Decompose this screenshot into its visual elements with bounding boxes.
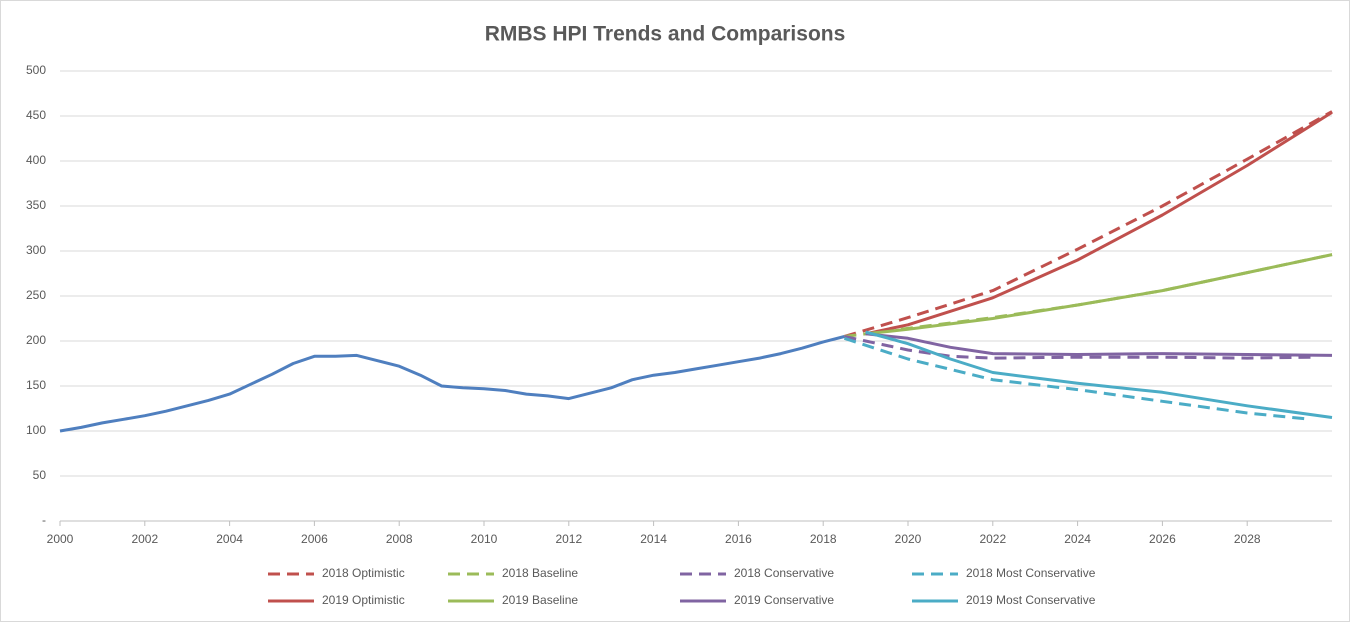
x-tick-label: 2022 <box>979 532 1006 546</box>
series-line <box>865 253 1333 336</box>
y-tick-label: 400 <box>26 153 46 167</box>
x-tick-label: 2010 <box>471 532 498 546</box>
x-tick-label: 2004 <box>216 532 243 546</box>
series-line <box>865 332 1333 357</box>
legend-label: 2018 Conservative <box>734 566 834 580</box>
y-tick-label: 50 <box>33 468 47 482</box>
chart-title: RMBS HPI Trends and Comparisons <box>485 23 846 46</box>
y-tick-label: 200 <box>26 333 46 347</box>
y-tick-label: - <box>42 513 46 527</box>
series-line <box>865 111 1333 336</box>
y-tick-label: 350 <box>26 198 46 212</box>
series-line <box>843 110 1333 338</box>
x-tick-label: 2012 <box>555 532 582 546</box>
legend-label: 2018 Optimistic <box>322 566 405 580</box>
legend-label: 2018 Baseline <box>502 566 578 580</box>
series-line <box>865 330 1333 419</box>
x-tick-label: 2024 <box>1064 532 1091 546</box>
x-tick-label: 2026 <box>1149 532 1176 546</box>
series-line <box>59 335 845 433</box>
y-tick-label: 250 <box>26 288 46 302</box>
x-tick-label: 2018 <box>810 532 837 546</box>
x-tick-label: 2016 <box>725 532 752 546</box>
y-tick-label: 300 <box>26 243 46 257</box>
x-tick-label: 2020 <box>895 532 922 546</box>
legend-label: 2019 Most Conservative <box>966 593 1096 607</box>
legend-label: 2019 Optimistic <box>322 593 405 607</box>
legend-label: 2019 Baseline <box>502 593 578 607</box>
series-line <box>843 336 1311 421</box>
x-tick-label: 2008 <box>386 532 413 546</box>
x-tick-label: 2028 <box>1234 532 1261 546</box>
y-tick-label: 500 <box>26 63 46 77</box>
y-tick-label: 150 <box>26 378 46 392</box>
x-tick-label: 2014 <box>640 532 667 546</box>
x-tick-label: 2000 <box>47 532 74 546</box>
y-tick-label: 100 <box>26 423 46 437</box>
x-tick-label: 2002 <box>131 532 158 546</box>
x-tick-label: 2006 <box>301 532 328 546</box>
legend-label: 2019 Conservative <box>734 593 834 607</box>
y-tick-label: 450 <box>26 108 46 122</box>
legend-label: 2018 Most Conservative <box>966 566 1096 580</box>
